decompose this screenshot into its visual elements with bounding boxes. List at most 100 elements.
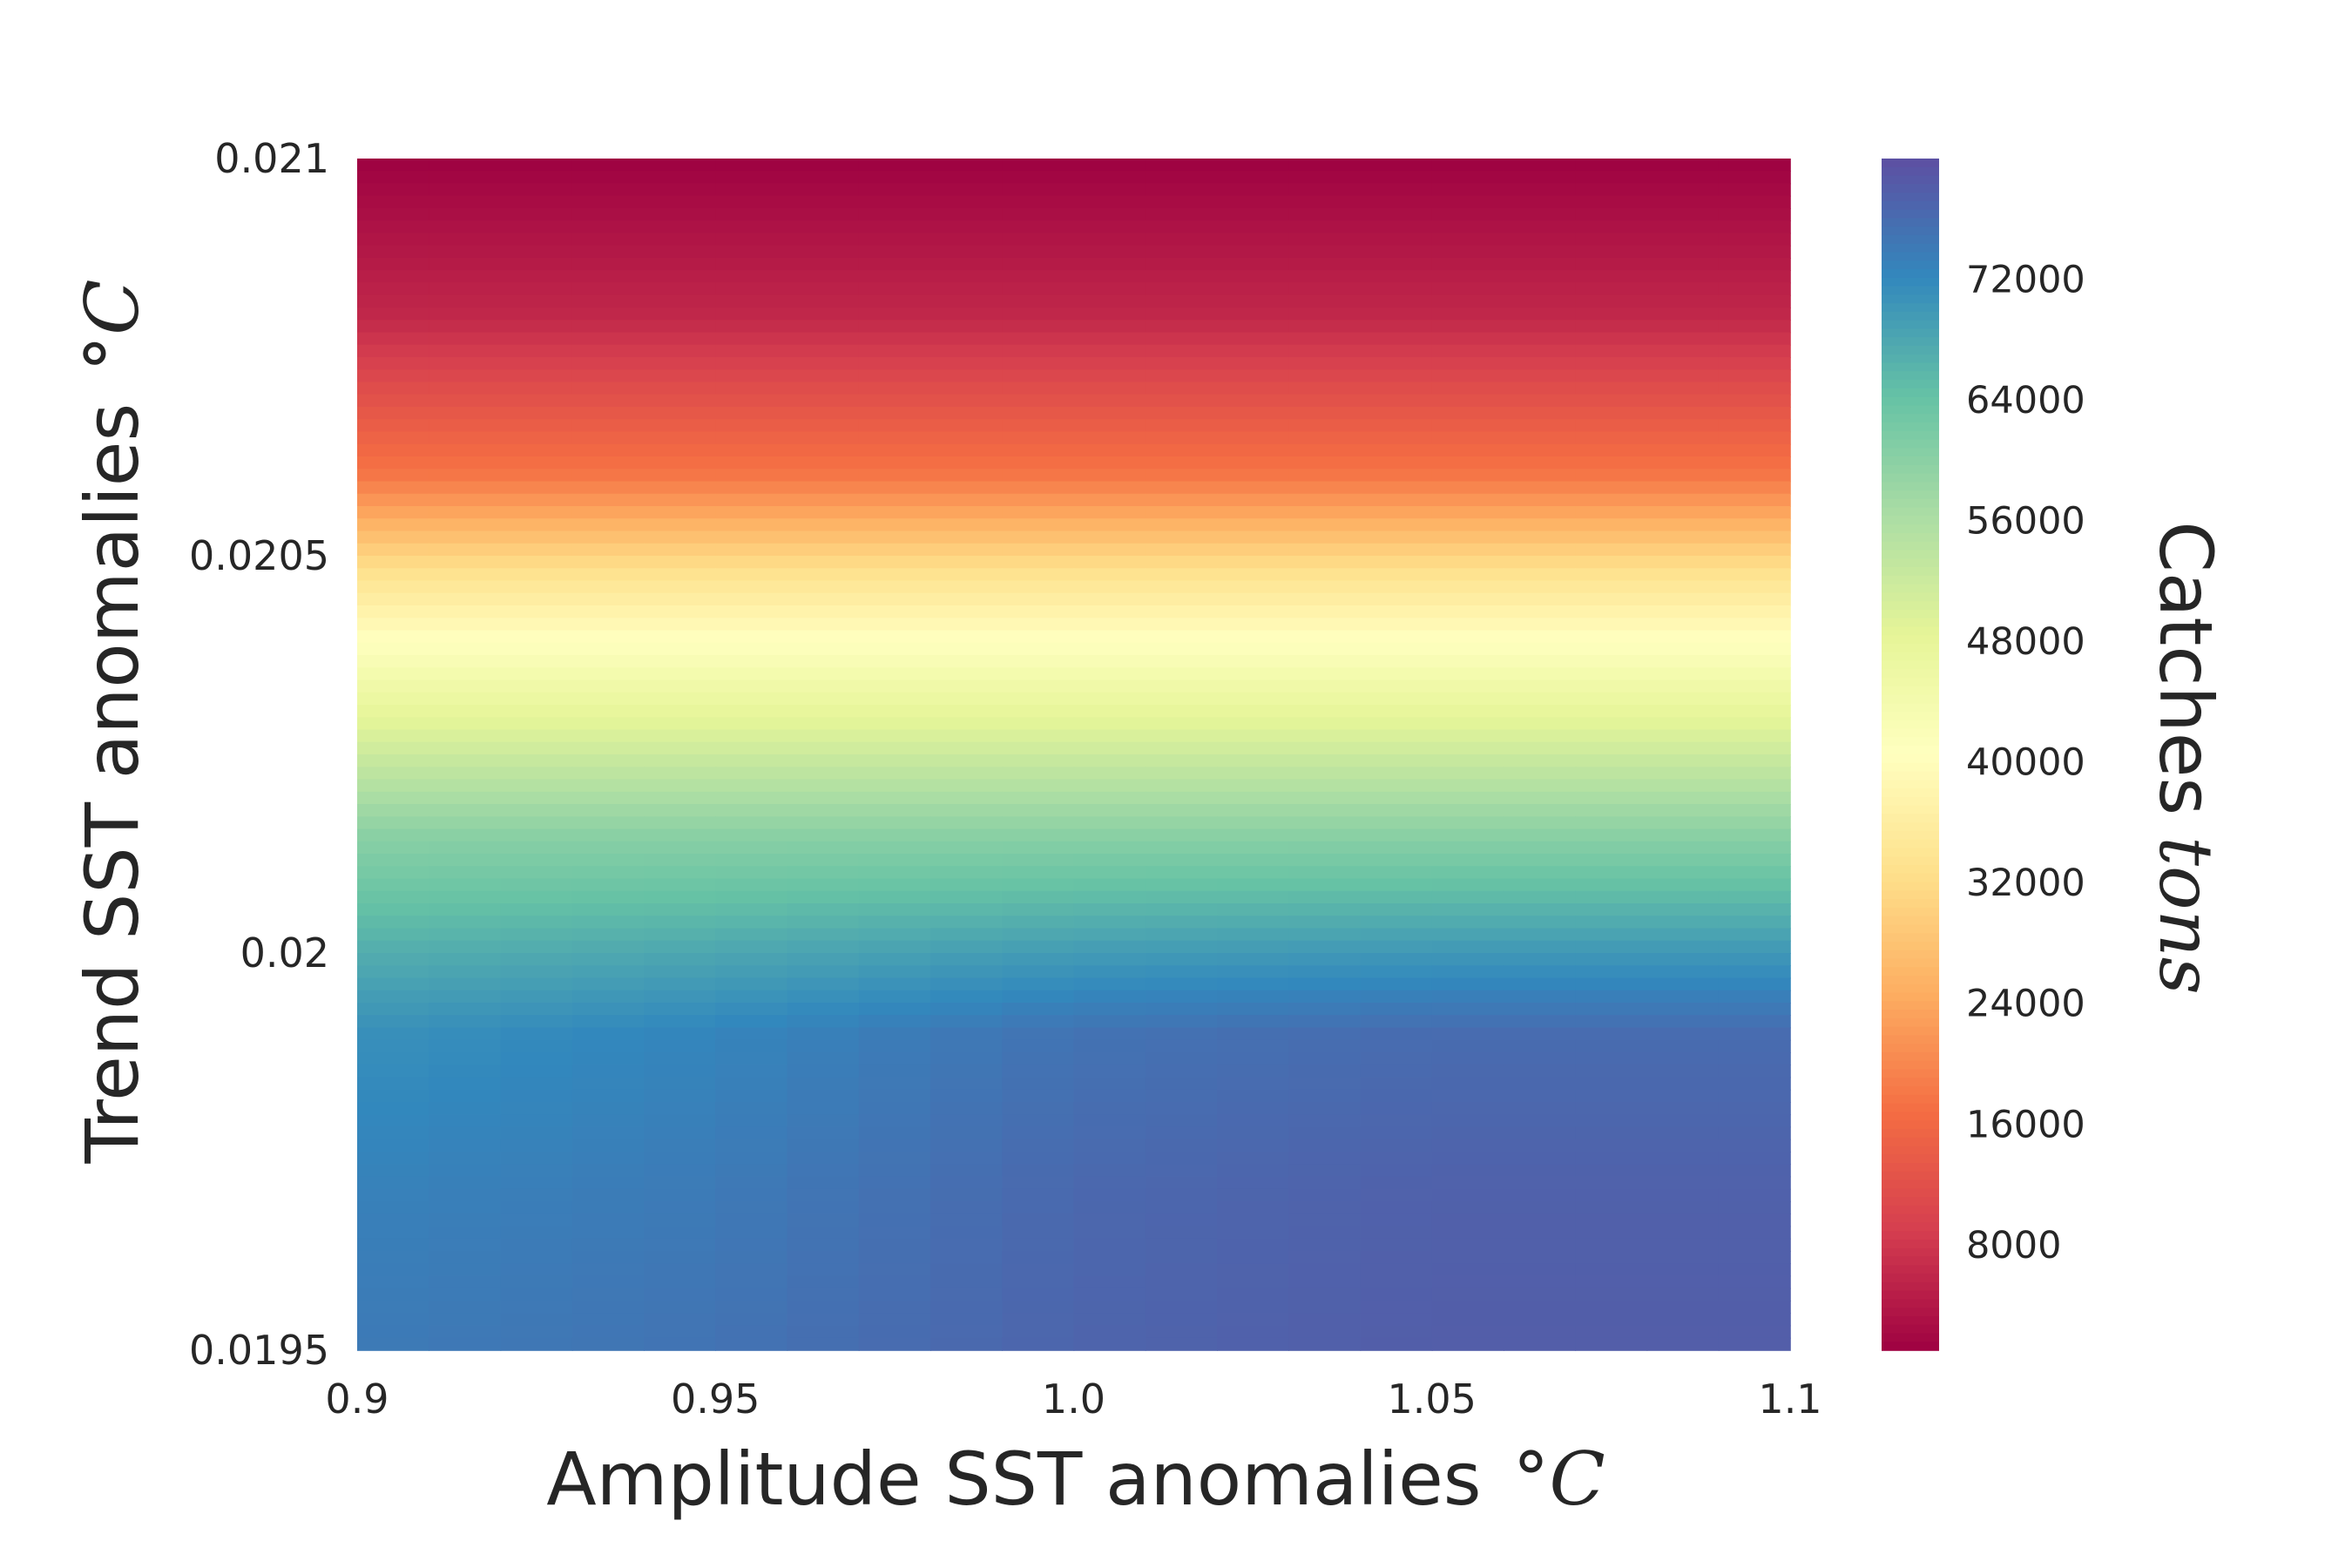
heatmap-cell xyxy=(571,1164,645,1178)
heatmap-cell xyxy=(1145,1226,1218,1240)
heatmap-cell xyxy=(1646,630,1720,644)
heatmap-cell xyxy=(1002,1114,1075,1128)
heatmap-cell xyxy=(1718,1089,1791,1103)
heatmap-cell xyxy=(1288,791,1362,805)
heatmap-cell xyxy=(1073,729,1146,743)
heatmap-cell xyxy=(1145,965,1218,979)
heatmap-cell xyxy=(1002,481,1075,495)
heatmap-cell xyxy=(858,928,931,942)
heatmap-cell xyxy=(1217,1064,1290,1078)
heatmap-cell xyxy=(500,841,573,855)
heatmap-cell xyxy=(1504,220,1577,234)
heatmap-cell xyxy=(357,258,430,272)
heatmap-cell xyxy=(644,245,717,259)
heatmap-cell xyxy=(571,1102,645,1116)
heatmap-cell xyxy=(1718,1152,1791,1166)
heatmap-cell xyxy=(1002,655,1075,669)
heatmap-cell xyxy=(1504,1226,1577,1240)
heatmap-cell xyxy=(1360,270,1433,284)
heatmap-cell xyxy=(1145,382,1218,395)
heatmap-cell xyxy=(1073,655,1146,669)
heatmap-cell xyxy=(1360,866,1433,880)
heatmap-cell xyxy=(1073,1039,1146,1053)
heatmap-cell xyxy=(715,767,788,781)
heatmap-cell xyxy=(644,1275,717,1289)
heatmap-cell xyxy=(644,270,717,284)
heatmap-cell xyxy=(1073,580,1146,594)
heatmap-cell xyxy=(930,1052,1004,1066)
heatmap-cell xyxy=(500,1337,573,1351)
heatmap-cell xyxy=(1288,618,1362,632)
heatmap-cell xyxy=(1073,618,1146,632)
heatmap-cell xyxy=(500,245,573,259)
heatmap-cell xyxy=(1217,767,1290,781)
heatmap-cell xyxy=(858,705,931,719)
heatmap-cell xyxy=(1718,369,1791,383)
heatmap-cell xyxy=(429,679,502,693)
heatmap-cell xyxy=(1504,618,1577,632)
heatmap-cell xyxy=(787,1052,860,1066)
colorbar-segment xyxy=(1882,1274,1939,1283)
heatmap-cell xyxy=(1575,940,1648,954)
heatmap-cell xyxy=(571,369,645,383)
heatmap-cell xyxy=(1002,953,1075,967)
heatmap-cell xyxy=(1646,816,1720,830)
heatmap-cell xyxy=(1288,1077,1362,1091)
heatmap-cell xyxy=(1431,282,1504,296)
heatmap-cell xyxy=(571,1188,645,1202)
heatmap-cell xyxy=(1575,618,1648,632)
heatmap-cell xyxy=(357,1027,430,1041)
heatmap-cell xyxy=(1504,443,1577,457)
heatmap-cell xyxy=(357,568,430,582)
heatmap-cell xyxy=(1002,1238,1075,1252)
heatmap-cell xyxy=(1002,754,1075,768)
heatmap-cell xyxy=(715,407,788,421)
heatmap-cell xyxy=(1002,220,1075,234)
heatmap-cell xyxy=(1718,705,1791,719)
heatmap-cell xyxy=(1360,456,1433,470)
heatmap-cell xyxy=(1646,767,1720,781)
colorbar-segment xyxy=(1882,1052,1939,1062)
heatmap-cell xyxy=(644,195,717,209)
heatmap-cell xyxy=(1646,928,1720,942)
colorbar-segment xyxy=(1882,1163,1939,1173)
heatmap-cell xyxy=(1073,977,1146,991)
heatmap-cell xyxy=(357,1275,430,1289)
heatmap-cell xyxy=(1073,940,1146,954)
heatmap-cell xyxy=(1002,1301,1075,1315)
heatmap-cell xyxy=(429,828,502,842)
heatmap-cell xyxy=(1718,977,1791,991)
heatmap-cell xyxy=(1646,618,1720,632)
heatmap-cell xyxy=(1288,233,1362,247)
heatmap-cell xyxy=(1718,729,1791,743)
heatmap-cell xyxy=(1504,159,1577,172)
heatmap-cell xyxy=(644,332,717,346)
heatmap-cell xyxy=(571,692,645,706)
heatmap-cell xyxy=(1145,916,1218,929)
heatmap-cell xyxy=(715,953,788,967)
heatmap-cell xyxy=(1646,1139,1720,1152)
heatmap-cell xyxy=(1145,1288,1218,1301)
heatmap-cell xyxy=(1288,679,1362,693)
heatmap-cell xyxy=(357,1238,430,1252)
heatmap-cell xyxy=(1002,1102,1075,1116)
heatmap-cell xyxy=(1145,419,1218,433)
heatmap-cell xyxy=(715,518,788,532)
heatmap-cell xyxy=(1073,320,1146,334)
colorbar-segment xyxy=(1882,643,1939,653)
heatmap-cell xyxy=(429,195,502,209)
heatmap-cell xyxy=(715,208,788,222)
heatmap-cell xyxy=(1002,779,1075,793)
heatmap-cell xyxy=(715,605,788,619)
heatmap-cell xyxy=(1431,592,1504,606)
heatmap-cell xyxy=(1288,407,1362,421)
heatmap-cell xyxy=(1718,431,1791,445)
heatmap-cell xyxy=(571,754,645,768)
heatmap-cell xyxy=(1646,320,1720,334)
colorbar-segment xyxy=(1882,609,1939,619)
heatmap-cell xyxy=(930,543,1004,557)
heatmap-cell xyxy=(1360,258,1433,272)
heatmap-cell xyxy=(571,394,645,408)
heatmap-cell xyxy=(1646,1201,1720,1215)
heatmap-cell xyxy=(1431,369,1504,383)
